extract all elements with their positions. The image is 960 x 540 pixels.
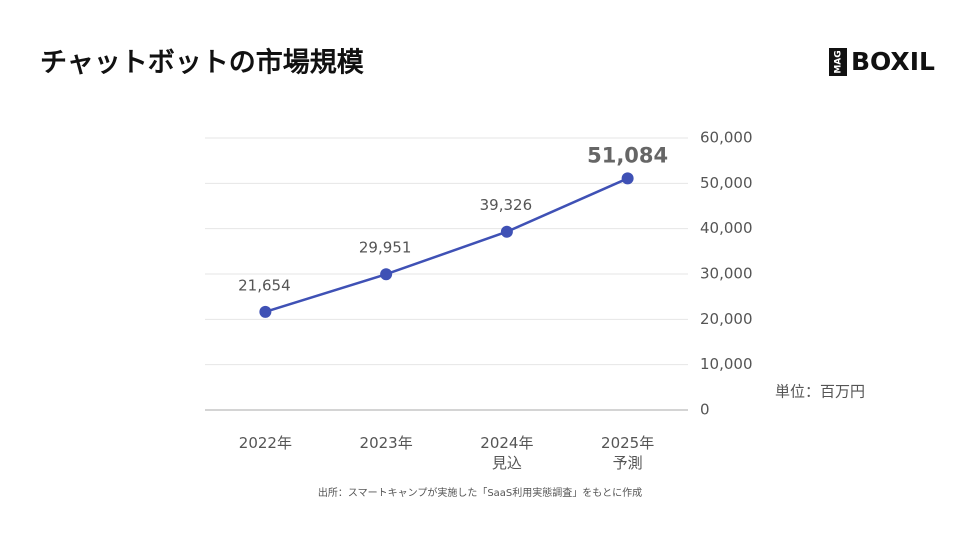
- y-tick-label: 20,000: [700, 310, 753, 328]
- logo-badge: MAG: [834, 50, 844, 73]
- x-tick-label: 2025年予測: [601, 434, 654, 472]
- x-tick-label: 2024年見込: [480, 434, 533, 472]
- logo-name: BOXIL: [851, 47, 935, 76]
- line: [265, 177, 629, 314]
- point: [259, 305, 272, 318]
- logo-badge-box: [829, 48, 847, 76]
- point: [500, 225, 513, 238]
- data-label: 51,084: [587, 143, 668, 167]
- y-tick-label: 30,000: [700, 265, 753, 283]
- point: [380, 268, 393, 281]
- y-tick-label: 60,000: [700, 129, 753, 147]
- data-label: 29,951: [359, 239, 412, 257]
- y-tick-label: 0: [700, 401, 710, 419]
- y-tick-label: 50,000: [700, 174, 753, 192]
- chart-title: チャットボットの市場規模: [40, 47, 364, 79]
- point: [621, 172, 634, 185]
- x-tick-label: 2022年: [239, 434, 292, 452]
- unit-note: 単位：百万円: [775, 383, 865, 401]
- y-tick-label: 40,000: [700, 219, 753, 237]
- data-label: 21,654: [238, 276, 291, 294]
- y-tick-label: 10,000: [700, 355, 753, 373]
- source-note: 出所：スマートキャンプが実施した「SaaS利用実態調査」をもとに作成: [318, 486, 642, 499]
- x-tick-label: 2023年: [360, 434, 413, 452]
- data-label: 39,326: [480, 196, 533, 214]
